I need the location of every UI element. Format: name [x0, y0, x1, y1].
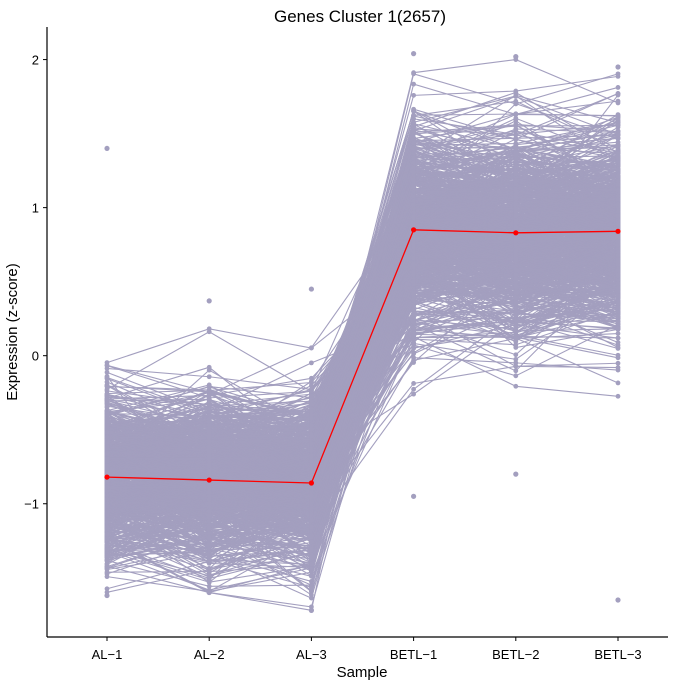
gene-point	[615, 325, 621, 331]
gene-point	[411, 342, 416, 348]
gene-point	[615, 155, 621, 161]
gene-point	[104, 586, 110, 592]
gene-point	[615, 85, 621, 90]
chart-title: Genes Cluster 1(2657)	[274, 7, 446, 26]
gene-point	[411, 381, 416, 386]
gene-point	[615, 322, 621, 328]
gene-point	[615, 393, 621, 399]
gene-point	[513, 128, 519, 134]
gene-point	[206, 573, 212, 579]
gene-point	[104, 561, 110, 566]
gene-point	[411, 350, 416, 356]
gene-point	[513, 356, 519, 362]
gene-point	[411, 81, 416, 87]
gene-point	[513, 352, 519, 358]
gene-point	[615, 340, 621, 345]
gene-point	[411, 71, 416, 77]
gene-point	[411, 360, 416, 365]
gene-point	[411, 386, 416, 392]
gene-point	[206, 568, 212, 574]
gene-point	[513, 118, 519, 124]
gene-point	[513, 373, 519, 379]
gene-point	[411, 391, 416, 397]
gene-point	[615, 346, 621, 351]
gene-point	[615, 360, 621, 366]
gene-point	[513, 101, 519, 107]
gene-point	[206, 583, 212, 589]
gene-point	[615, 331, 621, 336]
gene-point	[513, 342, 519, 348]
gene-point	[104, 379, 110, 385]
gene-point	[513, 136, 519, 142]
gene-lines	[104, 51, 621, 613]
gene-point	[206, 367, 212, 373]
gene-point	[615, 380, 621, 386]
gene-point	[615, 112, 621, 118]
gene-point	[615, 352, 621, 358]
gene-point	[206, 374, 212, 380]
gene-point	[206, 398, 212, 404]
gene-point	[513, 360, 519, 366]
gene-point	[513, 368, 519, 374]
gene-point	[513, 383, 519, 389]
gene-point	[513, 122, 519, 128]
gene-point	[104, 554, 110, 560]
